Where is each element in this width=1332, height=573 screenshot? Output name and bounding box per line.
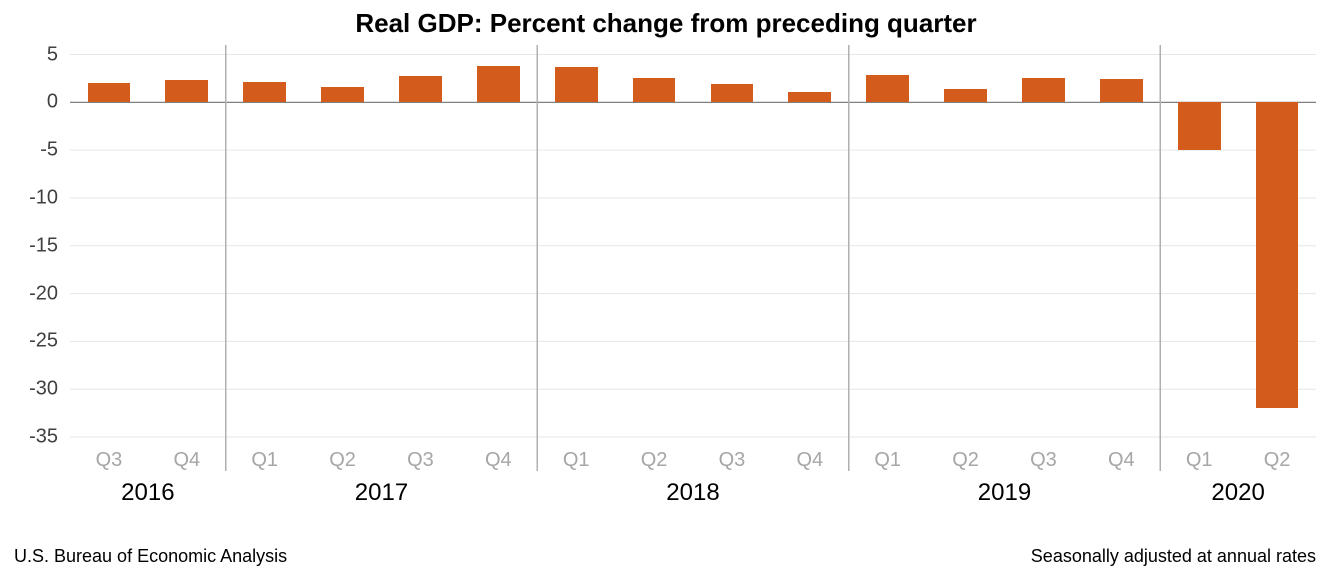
x-quarter-label: Q4 [485, 449, 512, 472]
gdp-bar [555, 67, 598, 102]
x-year-label: 2019 [978, 479, 1031, 507]
x-quarter-label: Q2 [952, 449, 979, 472]
x-quarter-label: Q3 [96, 449, 123, 472]
gdp-bar [399, 76, 442, 103]
gdp-bar [165, 80, 208, 102]
footer-source: U.S. Bureau of Economic Analysis [14, 546, 287, 567]
gdp-chart: 5 0 -5 -10 -15 -20 -25 -30 -35 Q3 Q4 Q1 Q2 Q3 Q4 Q1 Q2 Q… [0, 45, 1332, 517]
x-quarter-label: Q1 [1186, 449, 1213, 472]
x-quarter-label: Q3 [1030, 449, 1057, 472]
gdp-bar [633, 78, 676, 103]
x-quarter-label: Q4 [1108, 449, 1135, 472]
y-tick-label: -15 [0, 234, 58, 257]
gdp-bar [321, 87, 364, 102]
gdp-bar [243, 82, 286, 102]
y-tick-label: -20 [0, 282, 58, 305]
gdp-bar [1022, 78, 1065, 103]
gdp-bar [1100, 79, 1143, 102]
x-quarter-label: Q3 [407, 449, 434, 472]
y-tick-label: -35 [0, 426, 58, 449]
plot-area [70, 45, 1316, 437]
y-tick-label: -25 [0, 330, 58, 353]
x-quarter-label: Q1 [251, 449, 278, 472]
x-quarter-label: Q2 [1264, 449, 1291, 472]
y-tick-label: 5 [0, 43, 58, 66]
footer-note: Seasonally adjusted at annual rates [1031, 546, 1316, 567]
gdp-bar [788, 92, 831, 103]
x-year-label: 2018 [666, 479, 719, 507]
x-quarter-label: Q1 [563, 449, 590, 472]
x-quarter-label: Q2 [329, 449, 356, 472]
y-tick-label: -10 [0, 186, 58, 209]
gdp-bar [866, 75, 909, 103]
gdp-bar [944, 89, 987, 102]
gdp-bar [711, 84, 754, 102]
gdp-bar [1178, 102, 1221, 150]
x-year-label: 2020 [1211, 479, 1264, 507]
x-quarter-label: Q4 [796, 449, 823, 472]
chart-title: Real GDP: Percent change from preceding … [0, 8, 1332, 39]
gdp-bar [477, 66, 520, 102]
y-tick-label: -5 [0, 139, 58, 162]
x-year-label: 2016 [121, 479, 174, 507]
gdp-bar [88, 83, 131, 102]
x-quarter-label: Q3 [719, 449, 746, 472]
x-year-label: 2017 [355, 479, 408, 507]
x-quarter-label: Q2 [641, 449, 668, 472]
x-quarter-label: Q1 [874, 449, 901, 472]
x-quarter-label: Q4 [173, 449, 200, 472]
y-tick-label: -30 [0, 378, 58, 401]
y-tick-label: 0 [0, 91, 58, 114]
gdp-bar [1256, 102, 1299, 408]
